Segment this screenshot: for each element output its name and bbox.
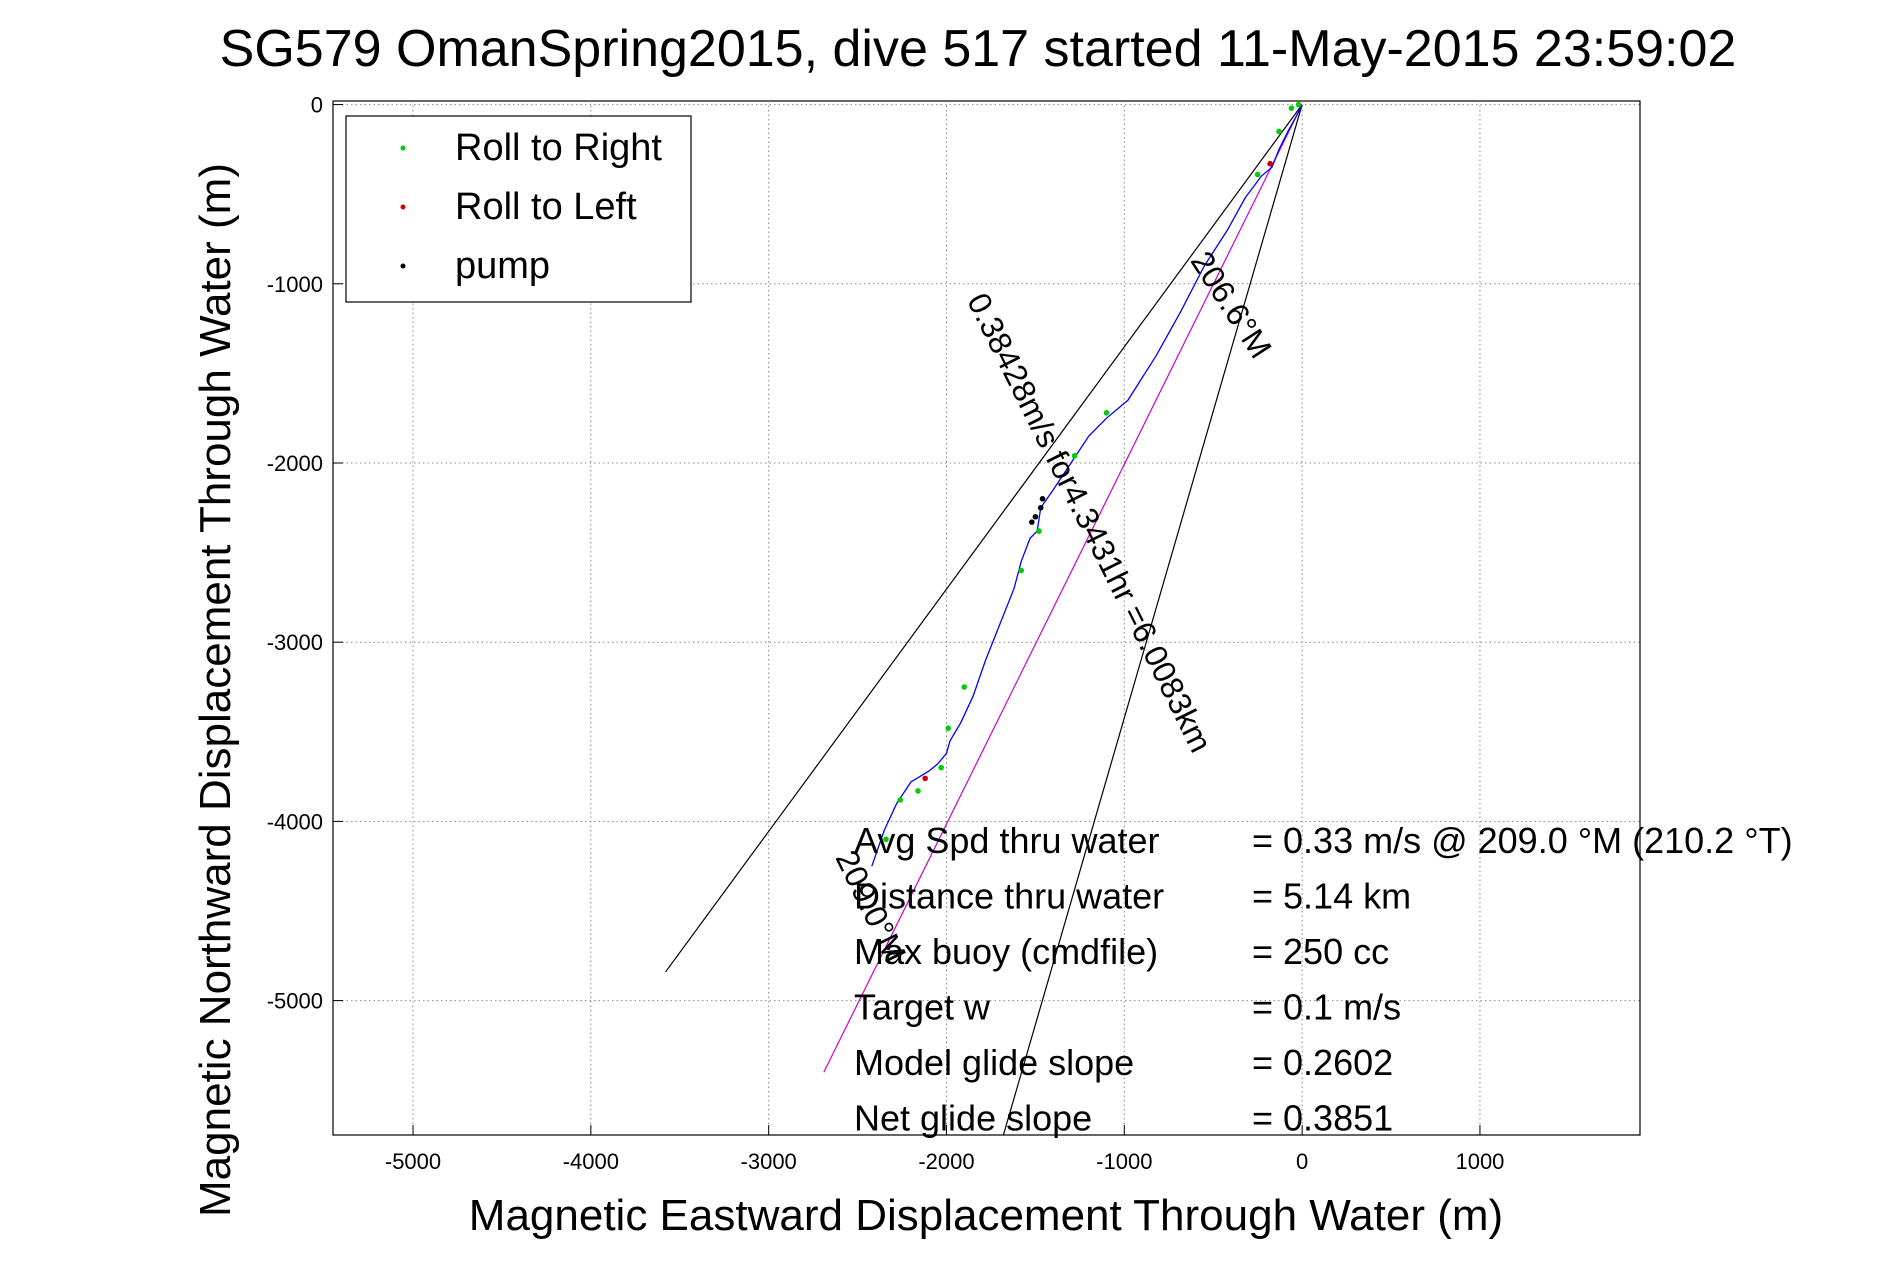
reference-line: [1002, 104, 1303, 1136]
markers: [883, 101, 1302, 843]
roll-right-point: [945, 725, 952, 732]
roll-right-point: [961, 684, 968, 690]
roll-right-point: [1103, 410, 1110, 416]
x-tick-label: 0: [1296, 1149, 1308, 1174]
roll-right-point: [1071, 453, 1078, 459]
y-tick-labels: 0 -1000 -2000 -3000 -4000 -5000: [267, 93, 323, 1014]
reference-line: [665, 104, 1303, 973]
roll-right-point: [938, 764, 944, 771]
roll-right-point: [1295, 101, 1302, 108]
y-tick-label: -4000: [267, 809, 323, 834]
chart-title: SG579 OmanSpring2015, dive 517 started 1…: [220, 20, 1737, 78]
reference-line: [823, 104, 1303, 1073]
stat-value: = 5.14 km: [1252, 876, 1411, 917]
roll-right-point: [1288, 105, 1295, 111]
y-tick-label: -2000: [267, 451, 323, 476]
reference-lines: [665, 104, 1303, 1136]
stats-block: Avg Spd thru water = 0.33 m/s @ 209.0 °M …: [854, 820, 1793, 1139]
legend-marker: [400, 204, 406, 210]
x-axis-label: Magnetic Eastward Displacement Through W…: [469, 1191, 1503, 1240]
legend-label: Roll to Right: [455, 127, 662, 169]
stat-label: Target w: [854, 987, 991, 1028]
x-tick-label: 1000: [1455, 1149, 1504, 1174]
roll-right-point: [1018, 567, 1024, 574]
legend-label: Roll to Left: [455, 186, 637, 228]
roll-right-point: [883, 836, 889, 843]
stat-value: = 0.2602: [1252, 1042, 1393, 1083]
y-axis-label: Magnetic Northward Displacement Through …: [191, 163, 240, 1217]
roll-left-point: [922, 775, 928, 782]
stat-label: Max buoy (cmdfile): [854, 931, 1158, 972]
pump-point: [1037, 504, 1044, 511]
x-tick-label: -1000: [1096, 1149, 1152, 1174]
legend-marker: [400, 145, 406, 151]
roll-right-point: [915, 788, 921, 794]
y-tick-label: -5000: [267, 989, 323, 1014]
stat-value: = 0.3851: [1252, 1098, 1393, 1139]
x-tick-label: -4000: [563, 1149, 619, 1174]
pump-point: [1032, 513, 1039, 520]
x-tick-label: -5000: [385, 1149, 441, 1174]
roll-left-point: [1267, 160, 1273, 167]
y-tick-label: 0: [311, 93, 323, 118]
legend: Roll to Right Roll to Left pump: [345, 115, 692, 303]
y-tick-label: -1000: [267, 272, 323, 297]
stat-label: Model glide slope: [854, 1042, 1134, 1083]
roll-right-point: [1036, 528, 1042, 534]
stat-label: Avg Spd thru water: [854, 820, 1160, 861]
stat-label: Distance thru water: [854, 876, 1164, 917]
stat-label: Net glide slope: [854, 1098, 1092, 1139]
stat-value: = 0.1 m/s: [1252, 987, 1401, 1028]
stat-value: = 250 cc: [1252, 931, 1389, 972]
x-tick-label: -2000: [918, 1149, 974, 1174]
legend-marker: [400, 263, 406, 269]
stat-value: = 0.33 m/s @ 209.0 °M (210.2 °T): [1252, 820, 1793, 861]
y-tick-label: -3000: [267, 630, 323, 655]
roll-right-point: [1254, 171, 1261, 178]
pump-point: [1039, 496, 1046, 502]
roll-right-point: [1276, 128, 1282, 135]
x-tick-labels: -5000 -4000 -3000 -2000 -1000 0 1000: [385, 1149, 1505, 1174]
roll-right-point: [897, 797, 904, 803]
x-tick-label: -3000: [741, 1149, 797, 1174]
legend-label: pump: [455, 245, 550, 287]
pump-point: [1029, 519, 1035, 525]
